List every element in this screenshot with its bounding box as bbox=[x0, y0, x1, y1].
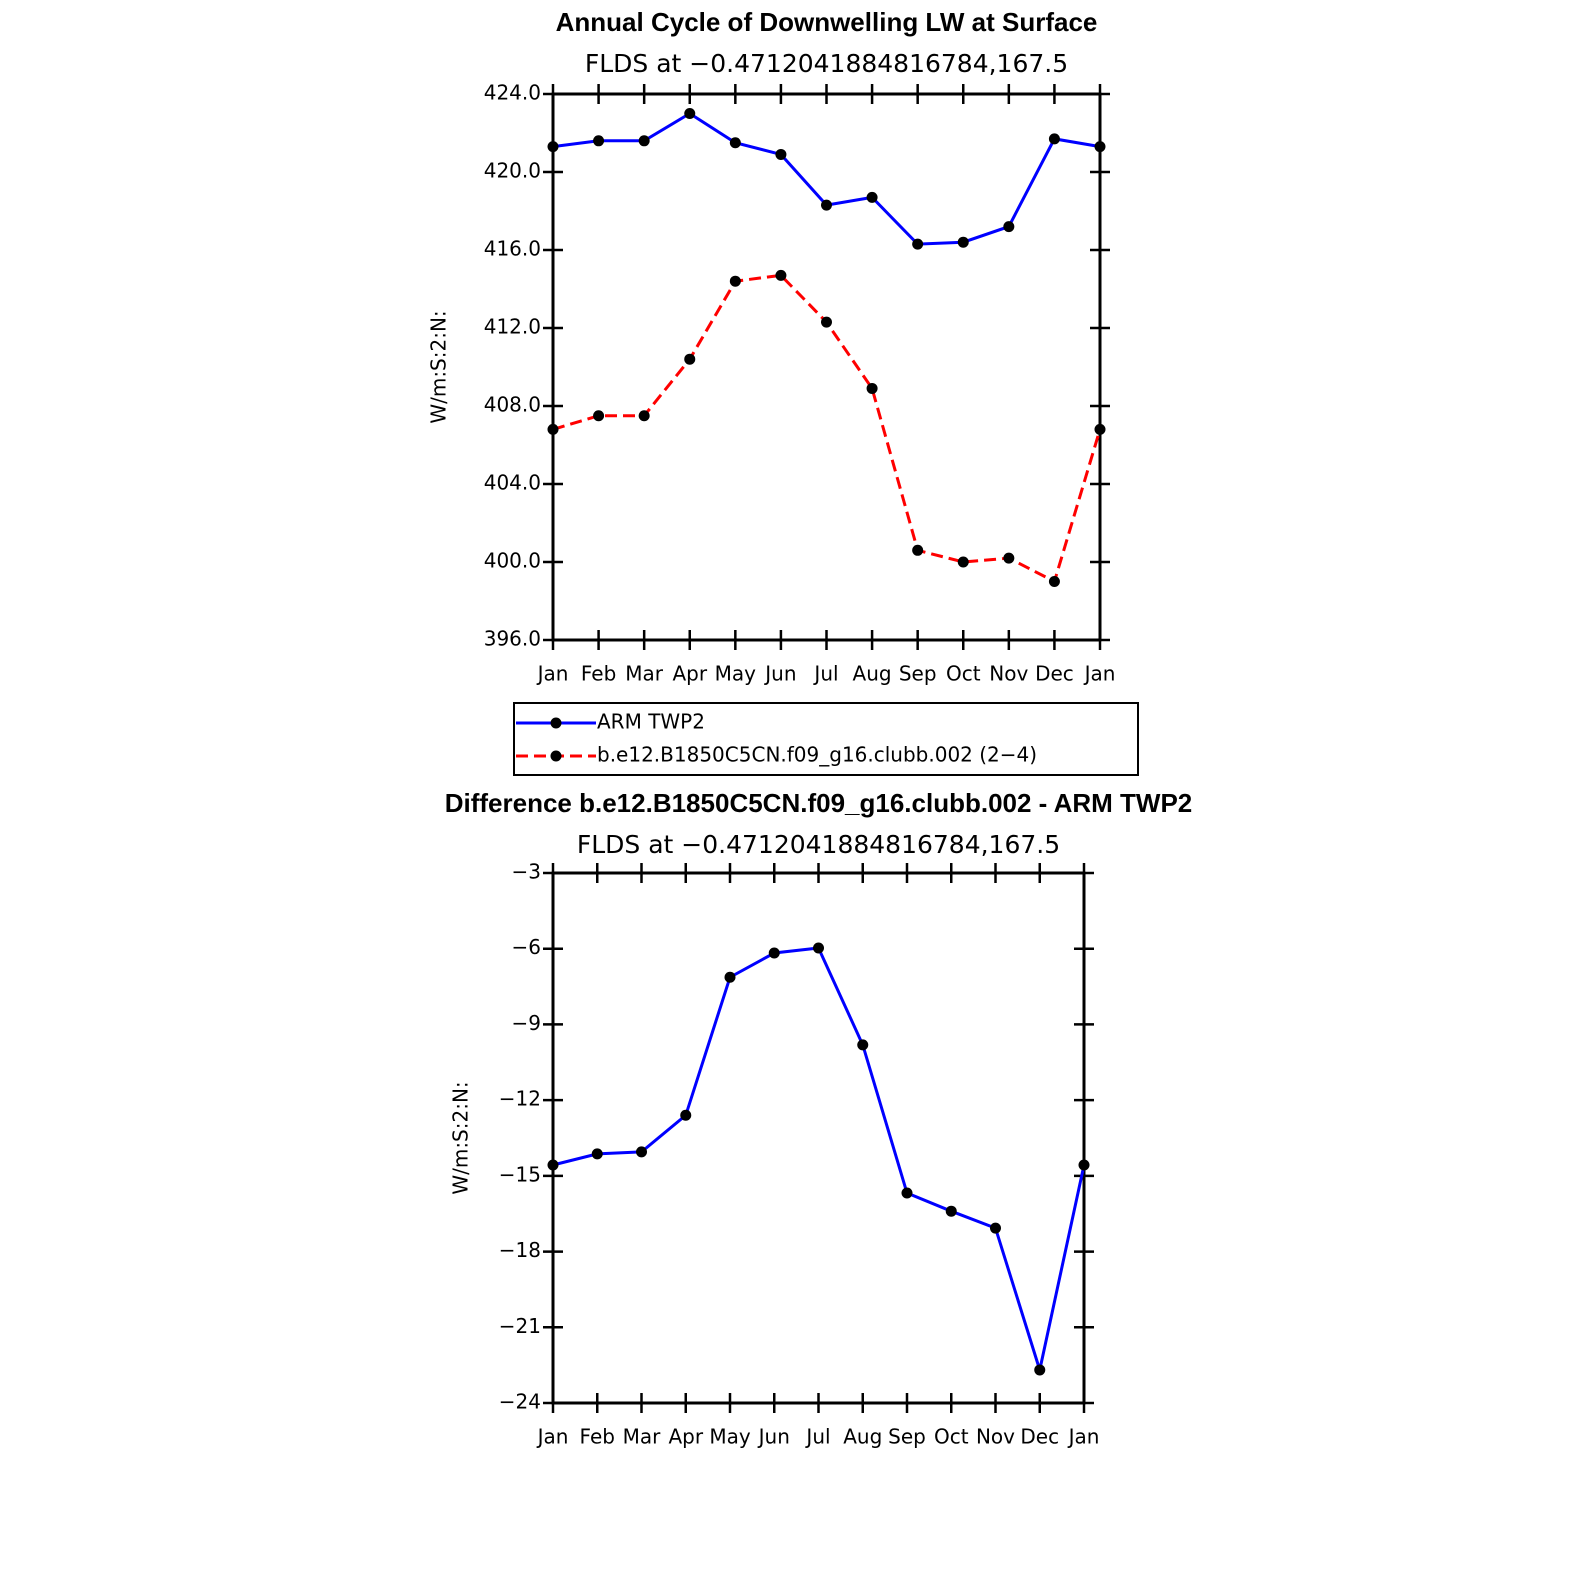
x-tick-label: Feb bbox=[581, 662, 616, 686]
data-point bbox=[957, 556, 969, 568]
x-tick-label: May bbox=[709, 1425, 751, 1449]
data-point bbox=[680, 1109, 692, 1121]
data-point bbox=[729, 275, 741, 287]
x-tick-label: Oct bbox=[946, 662, 981, 686]
x-tick-label: Jan bbox=[1067, 1425, 1100, 1449]
data-point bbox=[724, 971, 736, 983]
data-point bbox=[1048, 133, 1060, 145]
x-tick-label: Dec bbox=[1020, 1425, 1059, 1449]
chart-title: Difference b.e12.B1850C5CN.f09_g16.clubb… bbox=[445, 788, 1193, 818]
legend-marker bbox=[550, 750, 562, 762]
y-tick-label: 396.0 bbox=[484, 627, 541, 651]
x-tick-label: Apr bbox=[668, 1425, 703, 1449]
x-tick-label: May bbox=[715, 662, 757, 686]
x-tick-label: Jun bbox=[757, 1425, 790, 1449]
legend-box bbox=[513, 702, 1139, 776]
x-tick-label: Oct bbox=[934, 1425, 969, 1449]
x-tick-label: Nov bbox=[976, 1425, 1015, 1449]
y-tick-label: −21 bbox=[499, 1314, 541, 1338]
x-tick-label: Jun bbox=[763, 662, 796, 686]
x-tick-label: Dec bbox=[1035, 662, 1074, 686]
data-point bbox=[866, 382, 878, 394]
legend-marker bbox=[550, 717, 562, 729]
x-tick-label: Jul bbox=[812, 662, 838, 686]
y-tick-label: −15 bbox=[499, 1162, 541, 1186]
data-point bbox=[547, 1159, 559, 1171]
x-tick-label: Sep bbox=[888, 1425, 926, 1449]
data-point bbox=[1094, 141, 1106, 153]
x-tick-label: Sep bbox=[899, 662, 937, 686]
data-point bbox=[636, 1146, 647, 1158]
legend-label: b.e12.B1850C5CN.f09_g16.clubb.002 (2−4) bbox=[597, 743, 1037, 767]
y-tick-label: −18 bbox=[499, 1238, 541, 1262]
data-point bbox=[912, 544, 924, 556]
chart-subtitle: FLDS at −0.4712041884816784,167.5 bbox=[577, 830, 1060, 859]
x-tick-label: Nov bbox=[989, 662, 1028, 686]
data-point bbox=[1078, 1159, 1090, 1171]
data-point bbox=[775, 269, 787, 281]
data-point bbox=[729, 137, 741, 149]
data-point bbox=[957, 236, 969, 248]
x-tick-label: Jan bbox=[536, 662, 569, 686]
x-tick-label: Jan bbox=[1083, 662, 1116, 686]
data-point bbox=[857, 1039, 869, 1051]
data-point bbox=[821, 316, 832, 328]
x-tick-label: Jan bbox=[536, 1425, 569, 1449]
data-point bbox=[866, 191, 878, 203]
data-point bbox=[1003, 221, 1015, 233]
legend-label: ARM TWP2 bbox=[597, 710, 705, 734]
data-point bbox=[813, 942, 824, 954]
y-tick-label: −9 bbox=[512, 1011, 541, 1035]
y-tick-label: 404.0 bbox=[484, 471, 541, 495]
data-point bbox=[593, 135, 605, 147]
chart-subtitle: FLDS at −0.4712041884816784,167.5 bbox=[585, 49, 1068, 78]
data-point bbox=[945, 1205, 957, 1217]
data-point bbox=[1034, 1364, 1046, 1376]
data-point bbox=[912, 238, 924, 250]
data-point bbox=[638, 410, 650, 422]
y-tick-label: 400.0 bbox=[484, 549, 541, 573]
data-point bbox=[591, 1148, 603, 1160]
y-tick-label: 416.0 bbox=[484, 237, 541, 261]
y-axis-label: W/m:S:2:N: bbox=[449, 1081, 473, 1194]
y-tick-label: −6 bbox=[512, 935, 541, 959]
y-tick-label: 412.0 bbox=[484, 315, 541, 339]
data-point bbox=[547, 423, 559, 435]
y-tick-label: 408.0 bbox=[484, 393, 541, 417]
data-point bbox=[593, 410, 605, 422]
data-point bbox=[901, 1187, 913, 1199]
y-tick-label: 420.0 bbox=[484, 159, 541, 183]
data-point bbox=[1003, 552, 1015, 564]
x-tick-label: Jul bbox=[804, 1425, 830, 1449]
data-point bbox=[821, 199, 832, 211]
y-tick-label: −3 bbox=[512, 860, 541, 884]
data-point bbox=[768, 947, 780, 959]
y-tick-label: −24 bbox=[499, 1390, 541, 1414]
x-tick-label: Apr bbox=[672, 662, 707, 686]
x-tick-label: Mar bbox=[623, 1425, 662, 1449]
data-point bbox=[684, 353, 696, 365]
data-point bbox=[1048, 576, 1060, 587]
data-point bbox=[775, 148, 787, 160]
x-tick-label: Mar bbox=[625, 662, 664, 686]
x-tick-label: Aug bbox=[853, 662, 892, 686]
y-tick-label: 424.0 bbox=[484, 81, 541, 105]
data-point bbox=[990, 1222, 1001, 1234]
data-point bbox=[547, 141, 559, 153]
data-point bbox=[1094, 423, 1106, 435]
x-tick-label: Feb bbox=[580, 1425, 615, 1449]
chart-title: Annual Cycle of Downwelling LW at Surfac… bbox=[556, 7, 1098, 37]
x-tick-label: Aug bbox=[843, 1425, 882, 1449]
data-point bbox=[638, 135, 650, 147]
y-axis-label: W/m:S:2:N: bbox=[427, 310, 451, 423]
y-tick-label: −12 bbox=[499, 1087, 541, 1111]
data-point bbox=[684, 108, 696, 119]
